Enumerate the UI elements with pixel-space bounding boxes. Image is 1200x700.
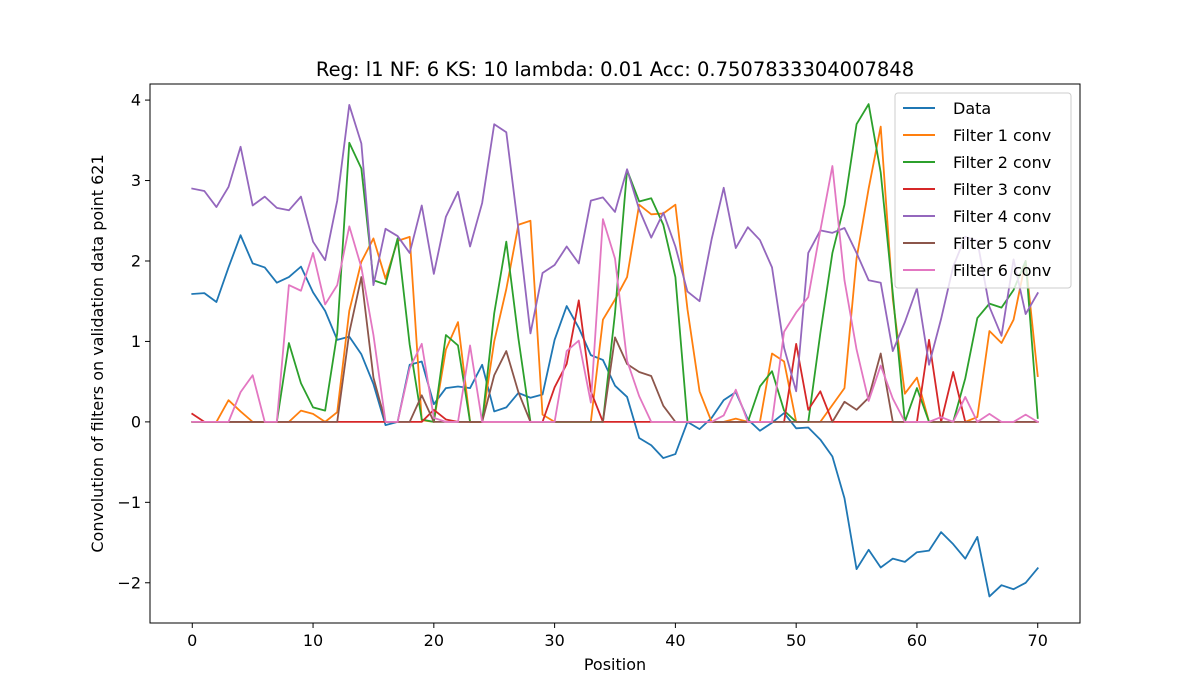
x-tick-label: 70 xyxy=(1028,631,1048,650)
x-axis-ticks: 0 10 20 30 40 50 60 70 xyxy=(187,623,1048,650)
legend-label: Filter 2 conv xyxy=(953,153,1051,172)
y-axis-label: Convolution of filters on validation dat… xyxy=(88,154,107,552)
x-tick-label: 30 xyxy=(544,631,564,650)
x-tick-label: 40 xyxy=(665,631,685,650)
y-tick-label: 0 xyxy=(131,412,141,431)
legend-box xyxy=(894,92,1072,289)
legend-label: Filter 5 conv xyxy=(953,234,1051,253)
plot-frame xyxy=(149,83,1081,624)
legend-label: Filter 3 conv xyxy=(953,180,1051,199)
y-tick-label: 4 xyxy=(131,91,141,110)
x-tick-label: 10 xyxy=(303,631,323,650)
series-line-1 xyxy=(191,234,1039,598)
legend-label: Filter 1 conv xyxy=(953,126,1051,145)
legend-label: Filter 4 conv xyxy=(953,207,1051,226)
x-tick-label: 20 xyxy=(424,631,444,650)
x-tick-label: 60 xyxy=(907,631,927,650)
y-axis-ticks: −2 −1 0 1 2 3 4 xyxy=(117,91,150,592)
legend-label: Data xyxy=(953,99,991,118)
x-tick-label: 0 xyxy=(187,631,197,650)
y-tick-label: 1 xyxy=(131,332,141,351)
legend-label: Filter 6 conv xyxy=(953,261,1051,280)
chart-title: Reg: l1 NF: 6 KS: 10 lambda: 0.01 Acc: 0… xyxy=(316,58,914,81)
y-tick-label: −1 xyxy=(117,493,141,512)
series-line-5 xyxy=(191,104,1039,393)
x-tick-label: 50 xyxy=(786,631,806,650)
y-tick-label: −2 xyxy=(117,573,141,592)
series-line-6 xyxy=(191,276,1039,423)
y-tick-label: 2 xyxy=(131,251,141,270)
x-axis-label: Position xyxy=(584,655,646,674)
legend: Data Filter 1 conv Filter 2 conv Filter 3 c… xyxy=(894,92,1072,289)
series-lines xyxy=(191,103,1039,598)
series-line-7 xyxy=(191,165,1039,424)
y-tick-label: 3 xyxy=(131,171,141,190)
series-line-3 xyxy=(191,103,1039,423)
